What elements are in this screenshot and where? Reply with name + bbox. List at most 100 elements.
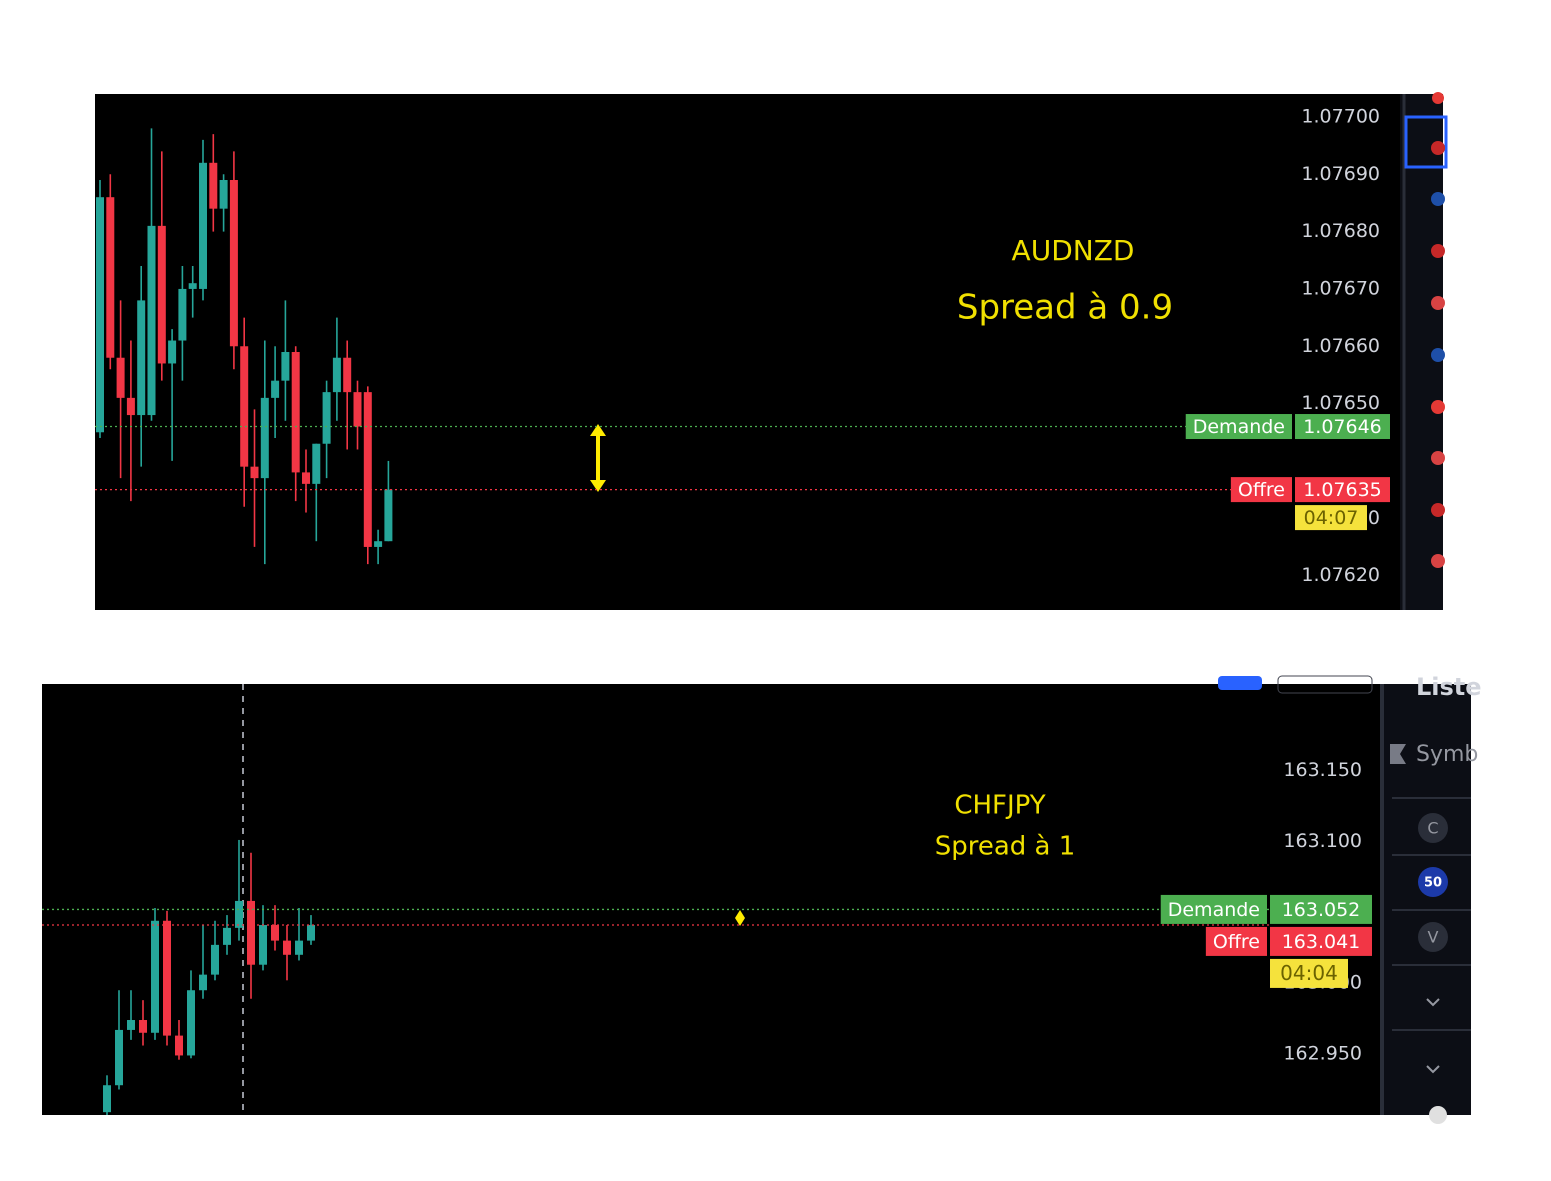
countdown-box xyxy=(1270,958,1348,988)
price-tag xyxy=(1295,477,1390,503)
candle-body xyxy=(116,357,125,398)
y-tick-label: 1.07700 xyxy=(1301,105,1380,127)
price-tag xyxy=(1270,926,1372,956)
candle-body xyxy=(235,900,243,928)
symbol-badge: V xyxy=(1428,928,1439,947)
price-tag-value: 163.052 xyxy=(1282,899,1361,921)
candle-body xyxy=(384,489,393,542)
candle-body xyxy=(259,925,267,965)
candle-body xyxy=(126,397,135,416)
candle-body xyxy=(188,283,197,289)
y-tick-label: 1.07670 xyxy=(1301,277,1380,299)
price-tag xyxy=(1160,894,1267,924)
chart-subtitle: Spread à 1 xyxy=(935,832,1076,862)
price-tag xyxy=(1295,414,1390,440)
y-tick-label: 1.07690 xyxy=(1301,163,1380,185)
chart-title: AUDNZD xyxy=(1012,234,1135,267)
candle-body xyxy=(147,225,156,416)
countdown: 04:04 xyxy=(1280,961,1338,985)
candle-body xyxy=(283,940,291,955)
y-tick-label: 1.07660 xyxy=(1301,335,1380,357)
price-tag xyxy=(1185,414,1292,440)
candle-body xyxy=(322,392,331,444)
y-tick-label: 163.150 xyxy=(1283,759,1362,781)
price-tag-label: Offre xyxy=(1213,931,1260,953)
candle-body xyxy=(178,288,187,341)
candle-body xyxy=(307,925,315,941)
candle-body xyxy=(211,944,219,975)
candle-body xyxy=(291,352,300,473)
sidebar-header: Liste xyxy=(1416,673,1482,701)
spread-arrow xyxy=(590,424,606,492)
candle-body xyxy=(199,162,207,289)
price-tag xyxy=(1205,926,1267,956)
plot xyxy=(42,839,1270,1115)
candle-body xyxy=(187,990,195,1056)
y-tick-label: 1.07650 xyxy=(1301,392,1380,414)
symbol-badge: C xyxy=(1427,819,1438,838)
chart-subtitle: Spread à 0.9 xyxy=(957,288,1173,328)
candle-body xyxy=(223,927,231,945)
price-tag-value: 1.07646 xyxy=(1303,416,1382,438)
candle-body xyxy=(96,197,104,433)
candle-body xyxy=(199,974,207,991)
price-tag xyxy=(1230,477,1292,503)
countdown: 04:07 xyxy=(1304,507,1359,529)
candle-body xyxy=(295,940,303,955)
candle-body xyxy=(137,300,146,416)
price-tag-label: Offre xyxy=(1238,479,1285,501)
candle-body xyxy=(281,352,290,381)
candle-body xyxy=(103,1085,111,1113)
price-tag-label: Demande xyxy=(1168,899,1260,921)
candle-body xyxy=(175,1035,183,1056)
candle-body xyxy=(332,357,341,393)
selected-row[interactable] xyxy=(1404,115,1448,169)
candle-body xyxy=(157,225,166,364)
candle-body xyxy=(168,340,177,364)
candle-body xyxy=(139,1020,147,1033)
candle-body xyxy=(127,1020,135,1030)
price-tag-value: 163.041 xyxy=(1282,931,1361,953)
candle-body xyxy=(312,443,321,484)
candle-body xyxy=(219,180,228,209)
countdown-box xyxy=(1295,505,1367,531)
y-tick-label: 1.07620 xyxy=(1301,564,1380,586)
plot xyxy=(95,128,1292,565)
candle-body xyxy=(271,925,279,941)
spread-marker xyxy=(735,910,745,926)
button[interactable] xyxy=(1277,675,1373,694)
button[interactable] xyxy=(1218,676,1262,690)
candle-body xyxy=(209,162,218,209)
candle-body xyxy=(250,466,259,479)
column-header[interactable]: Symb xyxy=(1416,742,1478,767)
candle-body xyxy=(106,197,115,358)
symbol-badge: 50 xyxy=(1424,876,1442,891)
price-tag xyxy=(1270,894,1372,924)
sidebar: Liste Symb C 50 V xyxy=(1390,673,1482,1124)
chart: 163.150163.100163.000162.950Demande163.0… xyxy=(42,759,1372,1115)
candle-body xyxy=(247,900,255,965)
chart-title: CHFJPY xyxy=(954,791,1045,821)
price-tag-label: Demande xyxy=(1193,416,1285,438)
candle-body xyxy=(343,357,352,393)
flags xyxy=(1431,92,1445,568)
candle-body xyxy=(163,920,171,1036)
y-tick-label: 162.950 xyxy=(1283,1043,1362,1065)
candle-body xyxy=(240,346,249,467)
candle-body xyxy=(115,1029,123,1086)
chart-panel xyxy=(95,94,1443,610)
candle-body xyxy=(363,392,372,547)
candle-body xyxy=(353,392,362,427)
candle-body xyxy=(260,397,269,479)
y-tick-label: 1.07680 xyxy=(1301,220,1380,242)
y-tick-label: 163.100 xyxy=(1283,830,1362,852)
candle-body xyxy=(229,180,238,347)
candle-body xyxy=(374,541,383,547)
chart: 1.07700 1.07690 1.07680 1.07670 1.07660 1.076… xyxy=(95,105,1390,586)
candle-body xyxy=(151,920,159,1033)
candle-body xyxy=(271,380,280,398)
candle-body xyxy=(302,472,310,484)
price-tag-value: 1.07635 xyxy=(1303,479,1382,501)
